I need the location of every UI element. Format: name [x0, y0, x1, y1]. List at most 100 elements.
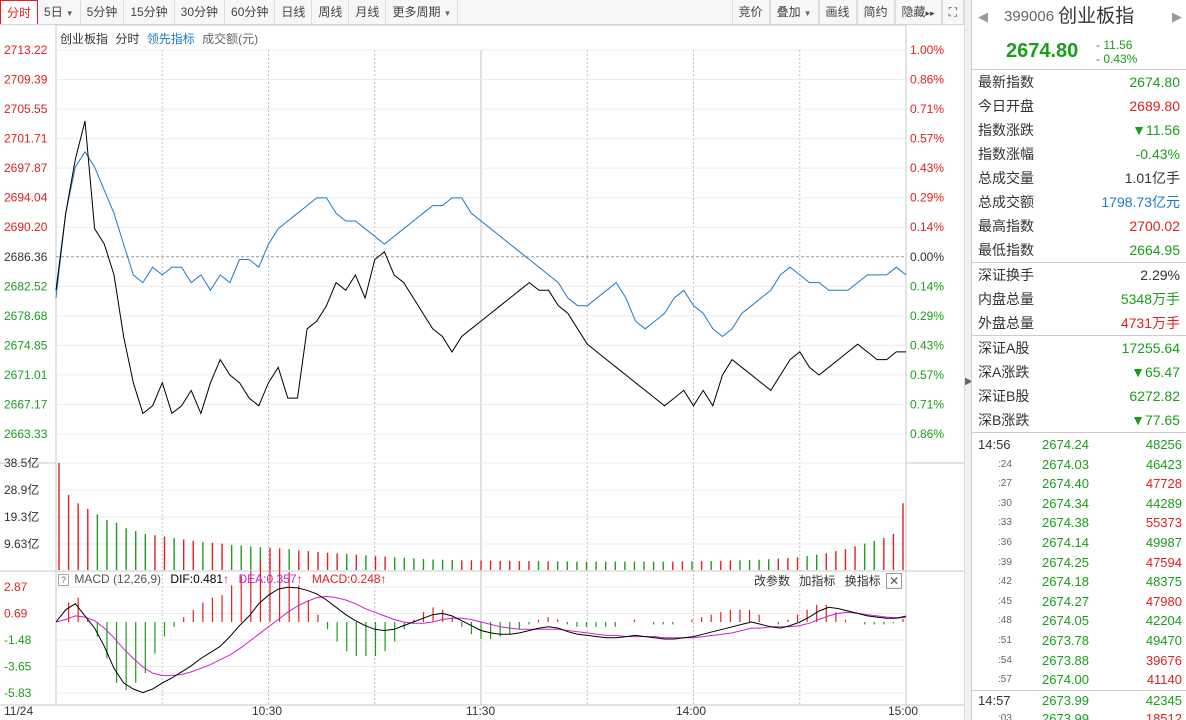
price-tick-label: 2663.33 [4, 427, 48, 441]
toolbar-label: 30分钟 [180, 5, 219, 19]
macd-settings-icon[interactable]: ? [58, 574, 70, 586]
tick-time: :57 [998, 674, 1012, 686]
stat-row: 深证B股 6272.82 [972, 384, 1186, 408]
change-params-button[interactable]: 改参数 [754, 574, 791, 588]
toolbar-label: 5分钟 [86, 5, 118, 19]
dea-value: DEA:0.357 [238, 572, 297, 586]
toolbar-left-button-1[interactable]: 5日 ▼ [38, 0, 81, 24]
stat-value: 4731万手 [1120, 315, 1180, 331]
close-icon[interactable]: ✕ [886, 573, 903, 589]
toolbar-spacer [458, 0, 731, 24]
tick-time: :30 [998, 497, 1012, 509]
time-tick-label: 15:00 [888, 704, 918, 718]
change-block: - 11.56 - 0.43% [1096, 38, 1137, 66]
tick-time: :39 [998, 556, 1012, 568]
current-price: 2674.80 [1006, 40, 1079, 62]
pct-tick-label: 0.29% [910, 191, 944, 205]
toolbar-label: 隐藏 [901, 5, 926, 19]
stat-label: 最低指数 [978, 242, 1034, 258]
add-indicator-button[interactable]: 加指标 [799, 574, 836, 588]
tick-price: 2674.00 [1042, 672, 1089, 688]
toolbar-right-button-3[interactable]: 简约 [856, 0, 895, 24]
price-tick-label: 2671.01 [4, 368, 48, 382]
lead-line [55, 150, 907, 338]
stat-value: 2689.80 [1129, 98, 1180, 114]
toolbar-right-button-0[interactable]: 竞价 [731, 0, 770, 24]
stat-value: 5348万手 [1120, 291, 1180, 307]
toolbar-left-button-3[interactable]: 15分钟 [124, 0, 175, 24]
panel-title: ◀ 399006 创业板指 ▶ [972, 0, 1186, 34]
tick-volume: 48375 [1145, 574, 1182, 590]
stat-label: 外盘总量 [978, 315, 1034, 331]
macd-tick-label: -1.48 [4, 633, 32, 647]
toolbar-right-button-4[interactable]: 隐藏▸▸ [894, 0, 942, 24]
stat-row: 深B涨跌 ▼77.65 [972, 408, 1186, 432]
toolbar-label: 60分钟 [231, 5, 269, 19]
tick-row: :03 2673.99 18512 [972, 709, 1186, 720]
prev-stock-icon[interactable]: ◀ [978, 9, 988, 24]
pct-tick-label: 0.14% [910, 220, 944, 234]
dropdown-arrow-icon: ▼ [65, 9, 74, 18]
toolbar-left-button-6[interactable]: 日线 [275, 0, 313, 24]
stat-label: 总成交额 [978, 194, 1034, 210]
toolbar-left-button-9[interactable]: 更多周期 ▼ [386, 0, 459, 24]
toolbar-left-button-5[interactable]: 60分钟 [225, 0, 276, 24]
tick-time: :51 [998, 634, 1012, 646]
panel-divider[interactable]: ▶ [964, 0, 973, 720]
macd-header: ? MACD (12,26,9) DIF:0.481↑ DEA:0.357↑ M… [58, 572, 387, 586]
toolbar-label: 月线 [355, 5, 380, 19]
quote-panel: ◀ 399006 创业板指 ▶ 2674.80 - 11.56 - 0.43% … [971, 0, 1186, 720]
toolbar-left-button-0[interactable]: 分时 [0, 0, 39, 24]
pct-tick-label: 0.71% [910, 397, 944, 411]
toolbar-label: 5日 [44, 5, 63, 19]
pct-tick-label: 0.14% [910, 279, 944, 293]
tick-price: 2674.24 [1042, 437, 1089, 452]
switch-indicator-button[interactable]: 换指标 [844, 574, 881, 588]
tick-row: :45 2674.27 47980 [972, 592, 1186, 612]
toolbar-right-button-2[interactable]: 画线 [818, 0, 857, 24]
tick-volume: 55373 [1145, 515, 1182, 531]
tick-time: :33 [998, 517, 1012, 529]
tick-time: :48 [998, 615, 1012, 627]
lead-indicator-label[interactable]: 领先指标 [146, 32, 195, 46]
chart-canvas: 2713.22 1.00% 2709.39 0.86% 2705.55 0.71% 2701… [0, 25, 964, 718]
tick-price: 2673.88 [1042, 652, 1089, 668]
toolbar-left-button-2[interactable]: 5分钟 [81, 0, 125, 24]
tick-price: 2674.27 [1042, 593, 1089, 609]
tick-row: :54 2673.88 39676 [972, 651, 1186, 671]
price-row: 2674.80 - 11.56 - 0.43% [972, 34, 1186, 70]
stat-value: ▼77.65 [1131, 412, 1180, 428]
tick-price: 2673.78 [1042, 632, 1089, 648]
change-pct: - 0.43% [1096, 51, 1138, 66]
stat-value: 1798.73亿元 [1101, 194, 1180, 210]
tick-row: :39 2674.25 47594 [972, 553, 1186, 573]
tick-volume: 46423 [1145, 456, 1182, 472]
stats-list-3: 深证A股 17255.64 深A涨跌 ▼65.47 深证B股 6272.82 深B涨跌 ▼77… [972, 335, 1186, 432]
toolbar-left-button-7[interactable]: 周线 [312, 0, 350, 24]
tick-price: 2674.03 [1042, 456, 1089, 472]
tick-time: :54 [998, 654, 1012, 666]
tick-time: :36 [998, 536, 1012, 548]
next-stock-icon[interactable]: ▶ [1172, 9, 1182, 24]
stat-label: 内盘总量 [978, 291, 1034, 307]
tick-row: :48 2674.05 42204 [972, 611, 1186, 631]
stat-label: 深B涨跌 [978, 412, 1030, 428]
pct-tick-label: 0.71% [910, 102, 944, 116]
toolbar-left-button-8[interactable]: 月线 [349, 0, 387, 24]
volume-tick-label: 28.9亿 [4, 482, 39, 497]
tick-price: 2674.18 [1042, 574, 1089, 590]
dropdown-arrow-icon: ▼ [443, 9, 452, 18]
stat-row: 深A涨跌 ▼65.47 [972, 360, 1186, 384]
tick-price: 2674.40 [1042, 476, 1089, 492]
dropdown-arrow-icon: ▼ [803, 9, 812, 18]
toolbar-right-button-1[interactable]: 叠加 ▼ [769, 0, 819, 24]
tick-price: 2674.34 [1042, 495, 1089, 511]
tick-time: :03 [998, 713, 1012, 720]
fullscreen-icon[interactable]: ⛶ [941, 0, 964, 24]
tick-volume: 47980 [1145, 593, 1182, 609]
stat-label: 深证B股 [978, 388, 1030, 404]
collapse-arrow-icon[interactable]: ▶ [965, 376, 973, 387]
tick-row: :42 2674.18 48375 [972, 572, 1186, 592]
toolbar-left-button-4[interactable]: 30分钟 [175, 0, 226, 24]
stock-name: 创业板指 [1058, 6, 1135, 27]
